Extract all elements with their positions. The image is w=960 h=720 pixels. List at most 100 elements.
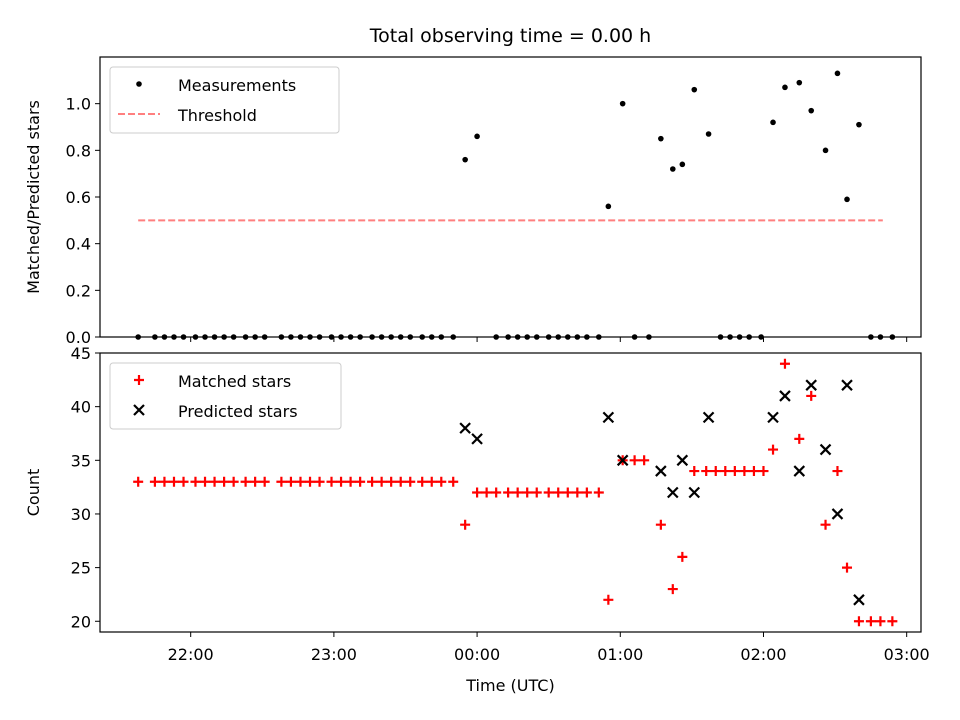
data-point — [865, 616, 876, 627]
data-point — [689, 466, 700, 477]
data-point — [426, 476, 437, 487]
data-point — [386, 476, 397, 487]
data-point — [168, 476, 179, 487]
data-point — [702, 411, 715, 424]
data-point — [832, 466, 843, 477]
data-point — [831, 508, 844, 520]
data-point — [405, 476, 416, 487]
y-axis-label: Count — [24, 469, 43, 517]
data-point — [887, 616, 898, 627]
data-point — [841, 379, 853, 391]
data-point — [593, 487, 604, 498]
data-point — [603, 594, 614, 605]
data-point — [295, 476, 306, 487]
data-point — [770, 119, 776, 126]
data-point — [844, 196, 850, 203]
data-point — [669, 166, 676, 172]
data-point — [688, 486, 701, 499]
data-point — [605, 203, 612, 210]
x-tick-label: 03:00 — [884, 645, 930, 664]
data-point — [250, 476, 261, 487]
data-point — [856, 121, 862, 128]
data-point — [417, 476, 428, 487]
y-tick-label: 0.6 — [66, 188, 91, 207]
data-point — [345, 476, 356, 487]
data-point — [200, 476, 211, 487]
y-axis-label: Matched/Predicted stars — [24, 100, 43, 294]
data-point — [679, 161, 686, 168]
data-point — [562, 487, 573, 498]
data-point — [875, 616, 886, 627]
legend-box — [109, 362, 342, 430]
data-point — [720, 466, 731, 477]
data-point — [616, 454, 629, 467]
data-point — [336, 476, 347, 487]
data-point — [512, 487, 523, 498]
data-point — [581, 487, 592, 498]
data-point — [779, 358, 790, 369]
data-point — [159, 476, 170, 487]
data-point — [543, 487, 554, 498]
data-point — [808, 107, 815, 114]
x-axis-label: Time (UTC) — [465, 676, 554, 695]
data-point — [178, 476, 189, 487]
data-point — [834, 70, 841, 77]
data-point — [462, 156, 468, 163]
data-point — [705, 131, 712, 137]
data-point — [655, 465, 667, 477]
data-point — [842, 562, 853, 573]
data-point — [767, 411, 779, 424]
data-point — [531, 487, 542, 498]
legend-label-measurements: Measurements — [178, 76, 296, 95]
y-tick-label: 0.0 — [66, 328, 91, 347]
plot-frame — [99, 56, 922, 338]
data-point — [819, 443, 832, 456]
data-point — [572, 487, 583, 498]
data-point — [219, 476, 230, 487]
data-point — [748, 466, 759, 477]
y-tick-label: 30 — [71, 505, 91, 524]
data-point — [460, 519, 471, 530]
data-point — [710, 466, 721, 477]
legend-label: Predicted stars — [178, 402, 298, 421]
data-point — [667, 486, 679, 499]
x-tick-label: 02:00 — [740, 645, 786, 664]
data-point — [822, 147, 829, 154]
data-point — [355, 476, 366, 487]
data-point — [782, 84, 788, 91]
legend-label-threshold: Threshold — [177, 106, 257, 125]
data-point — [655, 519, 666, 530]
data-point — [472, 487, 483, 498]
x-tick-label: 23:00 — [311, 645, 357, 664]
y-tick-label: 0.8 — [66, 141, 91, 160]
y-tick-label: 40 — [71, 398, 91, 417]
data-point — [853, 616, 864, 627]
data-point — [474, 133, 480, 140]
data-point — [471, 433, 483, 445]
y-tick-label: 20 — [71, 612, 91, 631]
data-point — [677, 551, 688, 562]
data-point — [436, 476, 447, 487]
chart-title: Total observing time = 0.00 h — [369, 25, 651, 47]
data-point — [779, 390, 791, 402]
y-tick-label: 25 — [71, 559, 91, 578]
data-point — [639, 455, 650, 466]
data-point — [240, 476, 251, 487]
legend-label: Matched stars — [178, 372, 291, 391]
data-point — [190, 476, 201, 487]
data-point — [805, 379, 817, 391]
legend-marker — [133, 404, 145, 416]
data-point — [667, 584, 678, 595]
data-point — [796, 79, 803, 86]
data-point — [768, 444, 779, 455]
data-point — [133, 476, 144, 487]
data-point — [459, 422, 471, 434]
data-point — [376, 476, 387, 487]
data-point — [522, 487, 533, 498]
y-tick-label: 1.0 — [66, 95, 91, 114]
legend-box — [109, 66, 340, 134]
data-point — [491, 487, 502, 498]
data-point — [853, 594, 865, 606]
y-tick-label: 0.2 — [66, 281, 91, 300]
data-point — [228, 476, 239, 487]
